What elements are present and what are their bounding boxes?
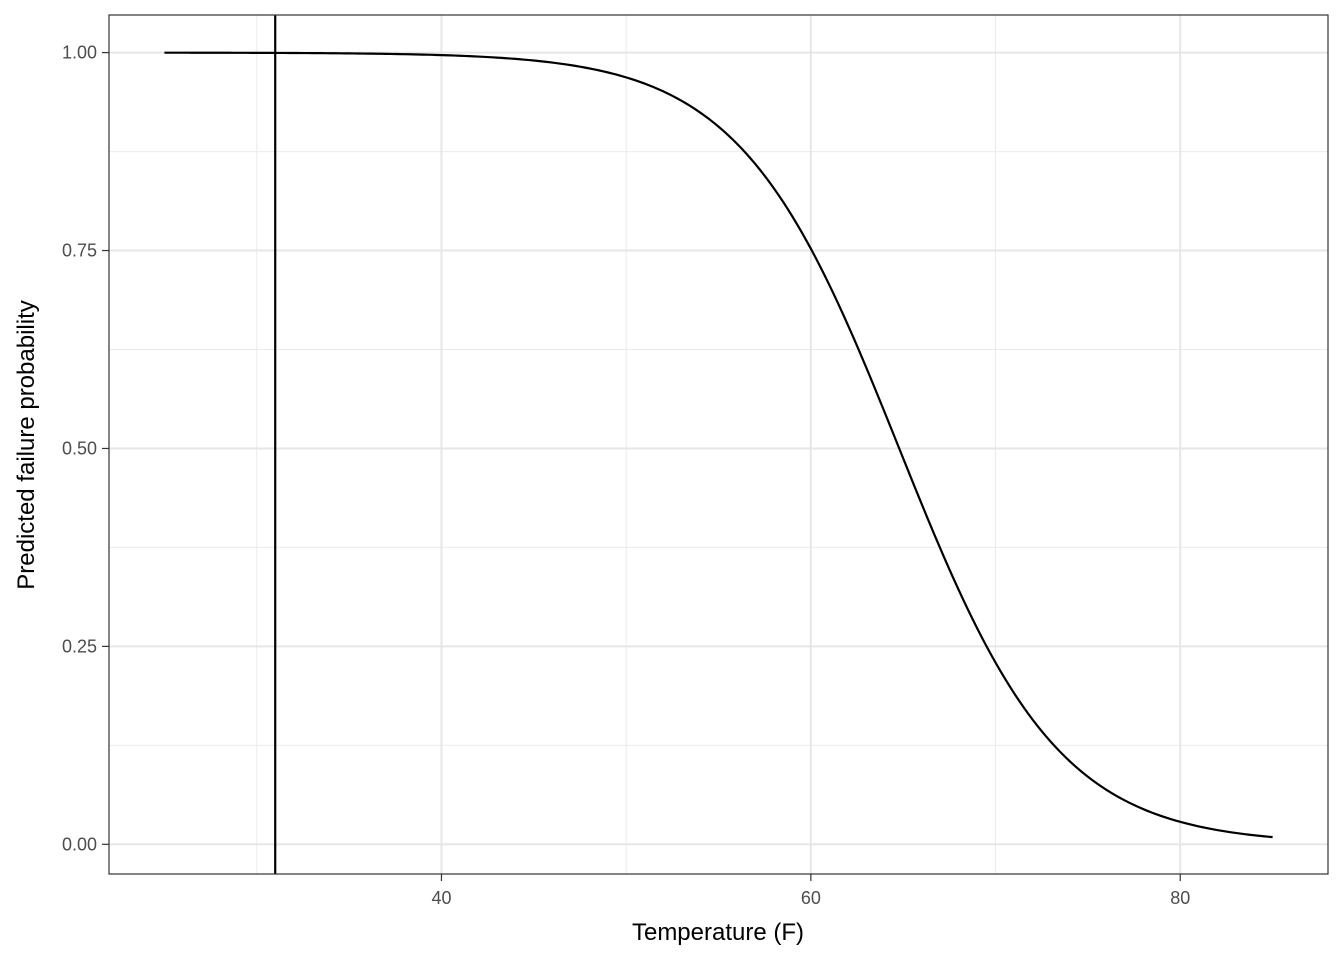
y-tick-label: 0.75	[62, 241, 97, 261]
grid-minor	[109, 15, 1328, 874]
y-axis-title: Predicted failure probability	[13, 300, 40, 590]
series-layer	[164, 15, 1273, 874]
x-axis-title: Temperature (F)	[632, 919, 804, 946]
y-tick-label: 0.25	[62, 636, 97, 656]
tick-labels: 40 60 80 0.00 0.25 0.50 0.75 1.00	[62, 43, 1190, 908]
x-tick-label: 40	[431, 888, 451, 908]
plot-panel	[109, 15, 1328, 874]
y-tick-label: 0.00	[62, 834, 97, 854]
y-tick-label: 1.00	[62, 43, 97, 63]
x-tick-label: 60	[801, 888, 821, 908]
axis-ticks	[102, 52, 1181, 881]
y-tick-label: 0.50	[62, 438, 97, 458]
plot-border	[108, 14, 1329, 875]
x-tick-label: 80	[1170, 888, 1190, 908]
series-line	[164, 51, 1273, 839]
